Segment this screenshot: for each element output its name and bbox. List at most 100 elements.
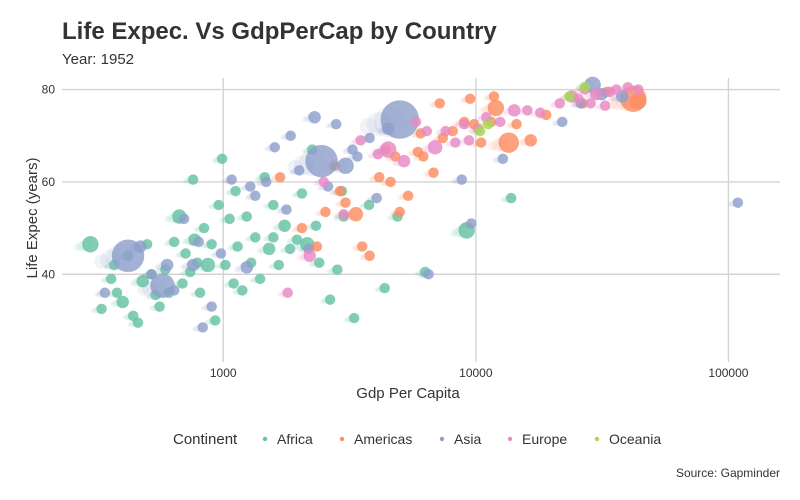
data-point: [435, 125, 452, 137]
data-point: [412, 151, 429, 162]
data-point: [204, 315, 221, 326]
data-point: [516, 105, 533, 116]
legend-swatch: [339, 436, 345, 442]
data-point: [506, 118, 522, 130]
data-point: [291, 188, 308, 199]
data-point: [460, 218, 477, 229]
x-tick-label-100000: 100000: [708, 366, 748, 380]
data-point: [366, 192, 382, 204]
data-point: [359, 100, 420, 139]
legend-label: Oceania: [609, 431, 661, 447]
data-point: [328, 157, 354, 175]
data-point: [275, 204, 292, 215]
data-point: [211, 153, 228, 165]
data-point: [94, 287, 111, 299]
data-point: [130, 274, 150, 288]
data-point: [262, 232, 279, 243]
data-point: [175, 248, 191, 259]
data-point: [459, 93, 476, 105]
data-point: [326, 264, 343, 275]
data-point: [343, 312, 360, 324]
data-point: [223, 278, 239, 289]
data-point: [478, 99, 505, 117]
data-point: [208, 199, 225, 211]
data-point: [201, 301, 217, 312]
data-point: [518, 134, 538, 147]
data-point: [127, 240, 147, 253]
data-point: [477, 118, 494, 130]
data-point: [319, 294, 336, 305]
data-point: [313, 176, 330, 188]
data-point: [574, 81, 591, 93]
data-point: [529, 107, 546, 118]
legend-label: Asia: [454, 431, 481, 447]
data-point: [458, 135, 475, 146]
data-point: [244, 232, 261, 243]
data-point: [583, 87, 603, 101]
data-point: [219, 213, 235, 225]
data-point: [487, 132, 520, 153]
data-point: [559, 91, 575, 102]
data-point: [110, 295, 130, 309]
data-point: [500, 192, 517, 204]
data-point: [163, 285, 180, 296]
legend-swatch: [439, 436, 445, 442]
data-point: [180, 258, 200, 272]
data-point: [182, 174, 199, 185]
legend-label: Americas: [354, 431, 412, 447]
y-axis-title: Life Expec (years): [24, 158, 41, 279]
series-oceania: [469, 81, 591, 137]
data-point: [449, 222, 475, 239]
data-point: [210, 248, 227, 259]
data-point: [350, 135, 366, 146]
legend-swatch: [262, 436, 268, 442]
x-axis-title: Gdp Per Capita: [356, 385, 460, 402]
data-point: [501, 104, 521, 117]
data-point: [405, 116, 422, 128]
data-point: [188, 236, 205, 248]
data-point: [605, 84, 622, 95]
data-point: [297, 249, 317, 263]
data-point: [429, 98, 446, 109]
data-point: [291, 222, 308, 234]
data-point: [492, 153, 509, 165]
data-point: [621, 92, 647, 110]
data-point: [301, 110, 321, 124]
data-point: [351, 241, 368, 252]
data-point: [255, 176, 272, 188]
data-point: [444, 137, 461, 148]
series-asia: [94, 76, 744, 333]
data-point: [137, 273, 175, 299]
data-point: [314, 206, 331, 218]
data-point: [308, 257, 325, 269]
data-point: [325, 118, 342, 130]
data-point: [346, 151, 363, 162]
data-point: [333, 208, 350, 220]
data-point: [179, 266, 196, 278]
chart-caption: Source: Gapminder: [676, 466, 780, 480]
data-point: [189, 287, 206, 299]
data-point: [163, 236, 180, 248]
data-point: [262, 199, 279, 211]
data-point: [103, 259, 120, 271]
data-point: [407, 146, 424, 158]
data-point: [214, 259, 231, 271]
data-point: [359, 250, 375, 262]
data-point: [244, 190, 261, 202]
data-point: [287, 144, 338, 178]
data-point: [368, 171, 385, 183]
data-point: [617, 81, 634, 93]
legend-item-oceania: Oceania: [594, 431, 661, 447]
data-point: [358, 199, 375, 211]
data-point: [627, 84, 644, 95]
data-point: [549, 98, 566, 109]
data-point: [173, 213, 190, 225]
data-point: [305, 220, 322, 232]
series-europe: [277, 81, 644, 299]
legend: Continent Africa Americas Asia Europe Oceani…: [173, 431, 661, 448]
data-point: [227, 241, 243, 252]
legend-title: Continent: [173, 431, 238, 448]
data-point: [256, 242, 276, 256]
data-point: [341, 144, 358, 155]
data-point: [453, 118, 470, 130]
